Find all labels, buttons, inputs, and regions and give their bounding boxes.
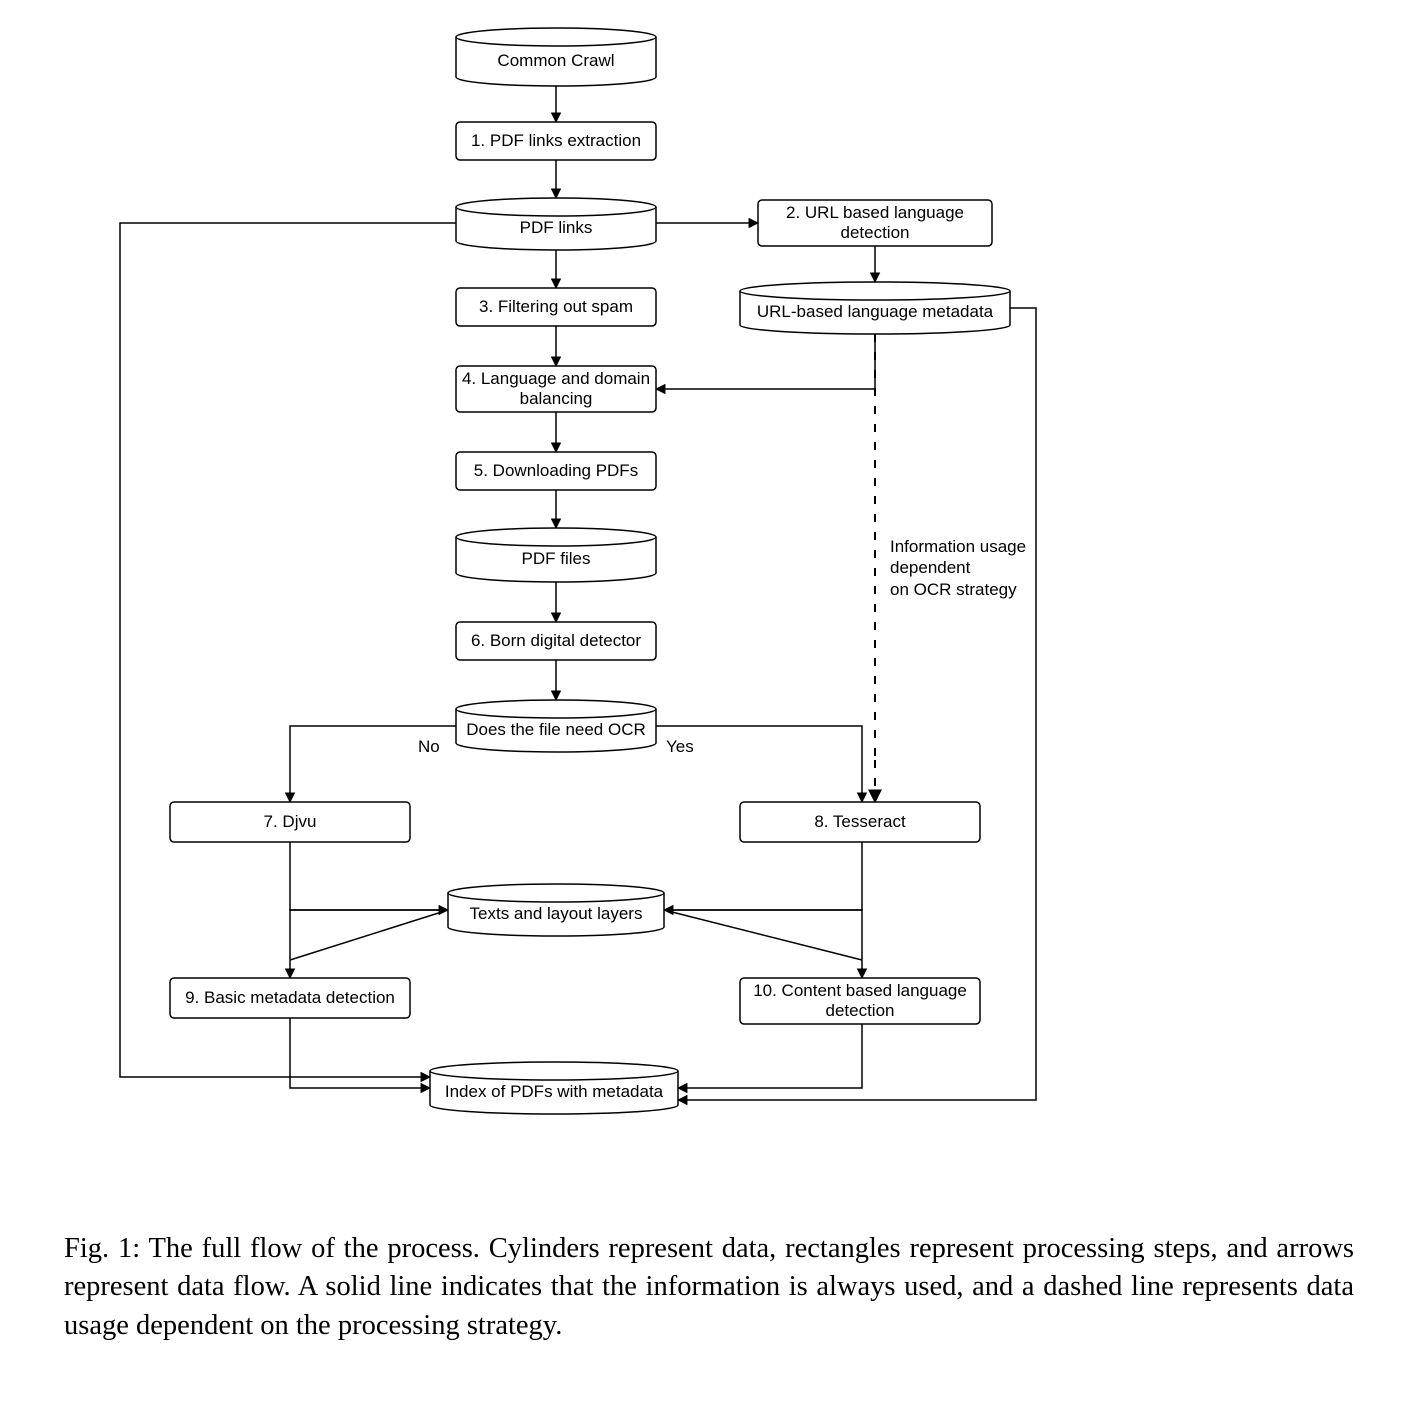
node-label-need_ocr: Does the file need OCR (456, 708, 656, 752)
node-label-texts_layers: Texts and layout layers (448, 892, 664, 936)
node-label-filter_spam: 3. Filtering out spam (456, 288, 656, 326)
edge-label: Yes (666, 736, 694, 757)
node-label-index_pdfs: Index of PDFs with metadata (430, 1070, 678, 1114)
flowchart-svg (0, 0, 1414, 1408)
node-label-url_lang_meta: URL-based language metadata (740, 290, 1010, 334)
node-label-lang_balance: 4. Language and domain balancing (456, 366, 656, 412)
figure-caption: Fig. 1: The full flow of the process. Cy… (64, 1230, 1354, 1345)
node-label-born_digital: 6. Born digital detector (456, 622, 656, 660)
node-label-tesseract: 8. Tesseract (740, 802, 980, 842)
node-label-basic_meta: 9. Basic metadata detection (170, 978, 410, 1018)
edge-label: No (418, 736, 440, 757)
node-label-djvu: 7. Djvu (170, 802, 410, 842)
node-label-pdf_links: PDF links (456, 206, 656, 250)
node-label-pdf_links_extract: 1. PDF links extraction (456, 122, 656, 160)
node-label-download_pdfs: 5. Downloading PDFs (456, 452, 656, 490)
node-label-content_lang: 10. Content based language detection (740, 978, 980, 1024)
page: { "diagram": { "type": "flowchart", "bac… (0, 0, 1414, 1408)
node-label-pdf_files: PDF files (456, 536, 656, 582)
edge-label: Information usage dependent on OCR strat… (890, 536, 1026, 600)
node-label-url_lang_detect: 2. URL based language detection (758, 200, 992, 246)
node-label-common_crawl: Common Crawl (456, 36, 656, 86)
